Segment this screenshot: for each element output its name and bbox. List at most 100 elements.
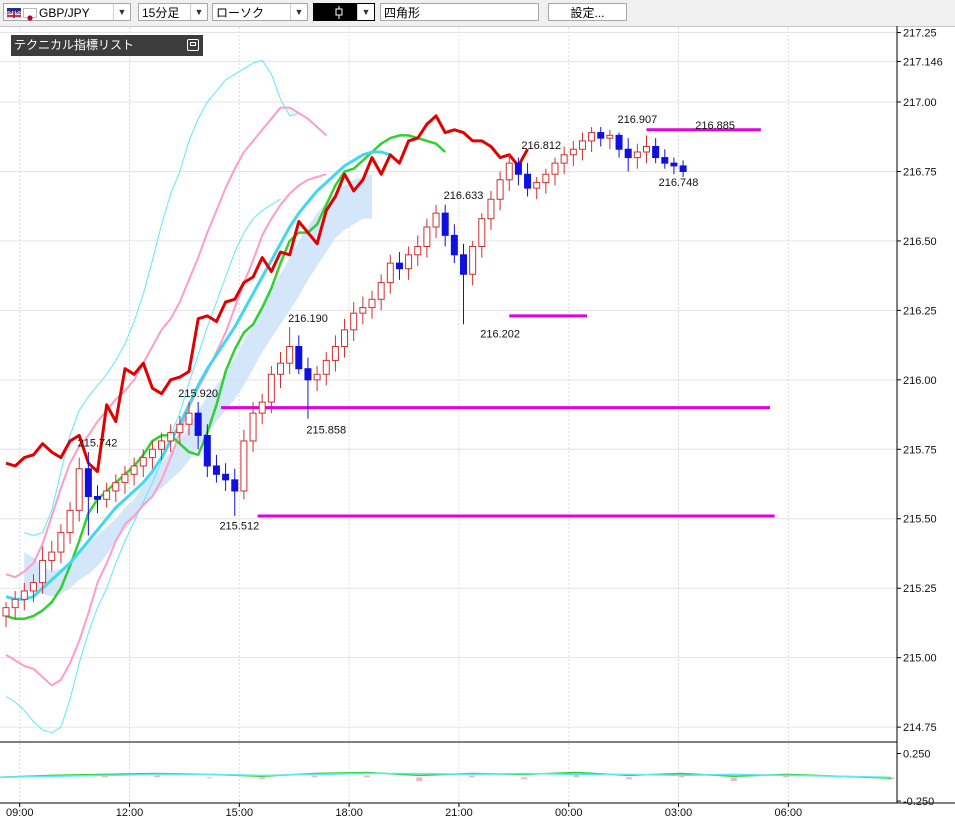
candle-body	[450, 234, 458, 256]
candle-body	[322, 359, 330, 375]
price-label: 216.812	[521, 140, 561, 152]
bollinger-upper-2-line	[24, 59, 299, 536]
price-label: 216.190	[288, 313, 328, 325]
bollinger-upper-1-line	[5, 106, 327, 579]
candle-body	[222, 473, 230, 481]
price-label: 216.202	[480, 329, 520, 341]
candle-body	[48, 551, 56, 561]
candle-body	[57, 532, 65, 553]
chevron-down-icon[interactable]: ▼	[290, 4, 307, 20]
candle-body	[304, 368, 312, 381]
x-tick-label: 00:00	[555, 807, 583, 819]
bollinger-lower-1-line	[5, 173, 327, 687]
chart-style-select[interactable]: ローソク ▼	[212, 3, 308, 21]
candle-body	[148, 448, 156, 459]
y-tick-label: 217.25	[903, 28, 937, 40]
candle-body	[350, 312, 358, 331]
price-label: 215.858	[306, 424, 346, 436]
chevron-down-icon[interactable]: ▼	[113, 4, 130, 20]
candle-body	[231, 479, 239, 492]
candle-body	[295, 345, 303, 370]
histogram-bar	[573, 773, 580, 778]
candle-body	[514, 162, 522, 175]
candles	[2, 127, 687, 628]
candle-body	[551, 162, 559, 175]
candle-body	[633, 151, 641, 159]
candle-body	[661, 157, 669, 164]
candle-body	[121, 473, 129, 484]
candle-body	[258, 401, 266, 414]
candle-body	[670, 162, 678, 167]
timeframe-select[interactable]: 15分足 ▼	[138, 3, 208, 21]
candle-body	[469, 245, 477, 275]
candle-body	[158, 440, 166, 450]
grid	[0, 27, 897, 803]
candle-body	[185, 412, 193, 425]
candle-body	[588, 132, 596, 142]
candle-body	[377, 282, 385, 300]
y-tick-label: 216.25	[903, 305, 937, 317]
histogram-bar	[154, 775, 161, 778]
candle-body	[496, 179, 504, 200]
y-tick-label: 217.146	[903, 56, 943, 68]
candle-body	[395, 262, 403, 270]
candle-body	[460, 254, 467, 275]
price-label: 216.885	[695, 120, 735, 132]
candle-body	[331, 345, 339, 361]
japan-flag-icon	[23, 7, 37, 21]
draw-tool-field[interactable]: 四角形	[380, 3, 539, 21]
candle-body	[624, 148, 632, 159]
candle-body	[569, 148, 577, 156]
candle-body	[249, 412, 257, 442]
candle-body	[359, 307, 367, 314]
x-tick-label: 09:00	[6, 807, 34, 819]
candle-body	[103, 490, 111, 500]
histogram-bar	[521, 777, 528, 780]
candle-body	[11, 598, 19, 609]
candle-body	[130, 465, 138, 475]
histogram-bar	[730, 777, 737, 782]
candle-body	[240, 440, 248, 492]
chevron-down-icon[interactable]: ▼	[357, 4, 374, 20]
candle-body	[432, 212, 440, 228]
price-label: 215.742	[78, 438, 118, 450]
candle-body	[203, 434, 211, 467]
y-tick-label: 215.50	[903, 514, 937, 526]
x-tick-label: 18:00	[335, 807, 363, 819]
signal-line	[0, 772, 892, 779]
restore-window-icon[interactable]	[187, 39, 199, 51]
indicator-list-title: テクニカル指標リスト	[14, 38, 135, 52]
candle-body	[414, 245, 422, 256]
indicator-list-panel[interactable]: テクニカル指標リスト	[11, 35, 203, 56]
candle-body	[679, 165, 687, 172]
candle-body	[505, 162, 513, 181]
candle-body	[386, 262, 394, 284]
settings-button[interactable]: 設定...	[548, 3, 627, 21]
candle-body	[313, 373, 321, 381]
candle-body	[560, 154, 568, 164]
symbol-select[interactable]: GBP/JPY ▼	[3, 3, 131, 21]
y-tick-label: 215.25	[903, 583, 937, 595]
y-tick-label: 216.00	[903, 375, 937, 387]
sub-y-tick-label: -0.250	[903, 796, 934, 808]
moving-average-line	[5, 150, 391, 601]
x-tick-label: 12:00	[116, 807, 144, 819]
price-label: 216.907	[617, 114, 657, 126]
x-tick-label: 03:00	[665, 807, 693, 819]
histogram-bar	[416, 777, 423, 782]
candle-body	[542, 173, 550, 184]
y-tick-label: 214.75	[903, 722, 937, 734]
candle-body	[487, 198, 495, 220]
chevron-down-icon[interactable]: ▼	[190, 4, 207, 20]
candle-body	[277, 362, 284, 375]
candle-body	[478, 218, 486, 247]
price-label: 215.920	[178, 388, 218, 400]
x-tick-label: 21:00	[445, 807, 473, 819]
candle-body	[615, 134, 623, 150]
candle-body	[212, 465, 220, 475]
x-tick-label: 06:00	[775, 807, 803, 819]
histogram-bar	[625, 777, 632, 780]
candle-icon-select[interactable]: ▼	[313, 3, 375, 21]
toolbar: GBP/JPY ▼ 15分足 ▼ ローソク ▼ ▼ 四角形 設定...	[0, 0, 955, 27]
